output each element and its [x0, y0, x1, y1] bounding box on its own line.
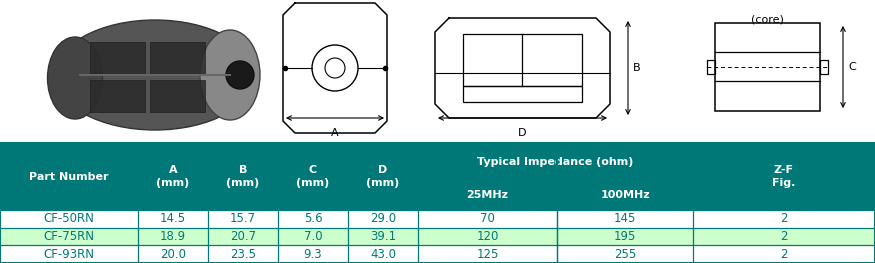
Text: C: C — [848, 62, 856, 72]
Bar — [820, 60, 828, 74]
Bar — [90, 42, 145, 74]
Text: 29.0: 29.0 — [370, 212, 396, 225]
Bar — [0, 210, 875, 228]
Text: B: B — [633, 63, 640, 73]
Bar — [693, 143, 875, 210]
Text: B
(mm): B (mm) — [227, 165, 260, 188]
Text: 2: 2 — [780, 248, 788, 261]
Text: 43.0: 43.0 — [370, 248, 396, 261]
Text: Part Number: Part Number — [29, 171, 108, 181]
Text: A
(mm): A (mm) — [157, 165, 190, 188]
Text: 2: 2 — [780, 212, 788, 225]
Text: 195: 195 — [614, 230, 636, 243]
Text: Typical Impedance (ohm): Typical Impedance (ohm) — [478, 157, 634, 167]
Bar — [138, 143, 208, 210]
Text: 120: 120 — [476, 230, 499, 243]
Text: 14.5: 14.5 — [160, 212, 186, 225]
Bar — [707, 60, 715, 74]
Bar — [557, 143, 693, 210]
Text: CF-75RN: CF-75RN — [44, 230, 94, 243]
Ellipse shape — [226, 61, 254, 89]
Text: 5.6: 5.6 — [304, 212, 322, 225]
Bar — [0, 228, 875, 245]
Bar — [715, 23, 820, 111]
Text: CF-93RN: CF-93RN — [44, 248, 94, 261]
Text: Z-F
Fig.: Z-F Fig. — [773, 165, 795, 188]
Text: 255: 255 — [614, 248, 636, 261]
Text: 100MHz: 100MHz — [600, 190, 650, 200]
Text: 125: 125 — [476, 248, 499, 261]
Bar — [90, 80, 145, 112]
Text: 7.0: 7.0 — [304, 230, 322, 243]
Text: 20.7: 20.7 — [230, 230, 256, 243]
Text: 15.7: 15.7 — [230, 212, 256, 225]
Text: D
(mm): D (mm) — [367, 165, 400, 188]
Bar — [0, 143, 875, 263]
Text: CF-50RN: CF-50RN — [44, 212, 94, 225]
Text: 9.3: 9.3 — [304, 248, 322, 261]
Ellipse shape — [200, 30, 260, 120]
Bar — [556, 143, 558, 181]
Ellipse shape — [55, 20, 255, 130]
Bar — [463, 34, 582, 86]
Text: 20.0: 20.0 — [160, 248, 186, 261]
Ellipse shape — [47, 37, 102, 119]
Text: 25MHz: 25MHz — [466, 190, 508, 200]
Text: 18.9: 18.9 — [160, 230, 186, 243]
Bar — [418, 143, 557, 210]
Bar — [0, 143, 138, 210]
Bar — [463, 86, 582, 102]
Text: (core): (core) — [751, 14, 783, 24]
Bar — [208, 143, 278, 210]
Text: A: A — [331, 128, 339, 138]
Text: D: D — [518, 128, 526, 138]
Bar — [150, 42, 205, 74]
Text: 70: 70 — [480, 212, 495, 225]
Bar — [278, 143, 348, 210]
Text: C
(mm): C (mm) — [297, 165, 330, 188]
Bar — [0, 245, 875, 263]
Text: 39.1: 39.1 — [370, 230, 396, 243]
Text: 145: 145 — [614, 212, 636, 225]
Bar — [348, 143, 418, 210]
Bar — [150, 80, 205, 112]
Text: 2: 2 — [780, 230, 788, 243]
Text: 23.5: 23.5 — [230, 248, 256, 261]
